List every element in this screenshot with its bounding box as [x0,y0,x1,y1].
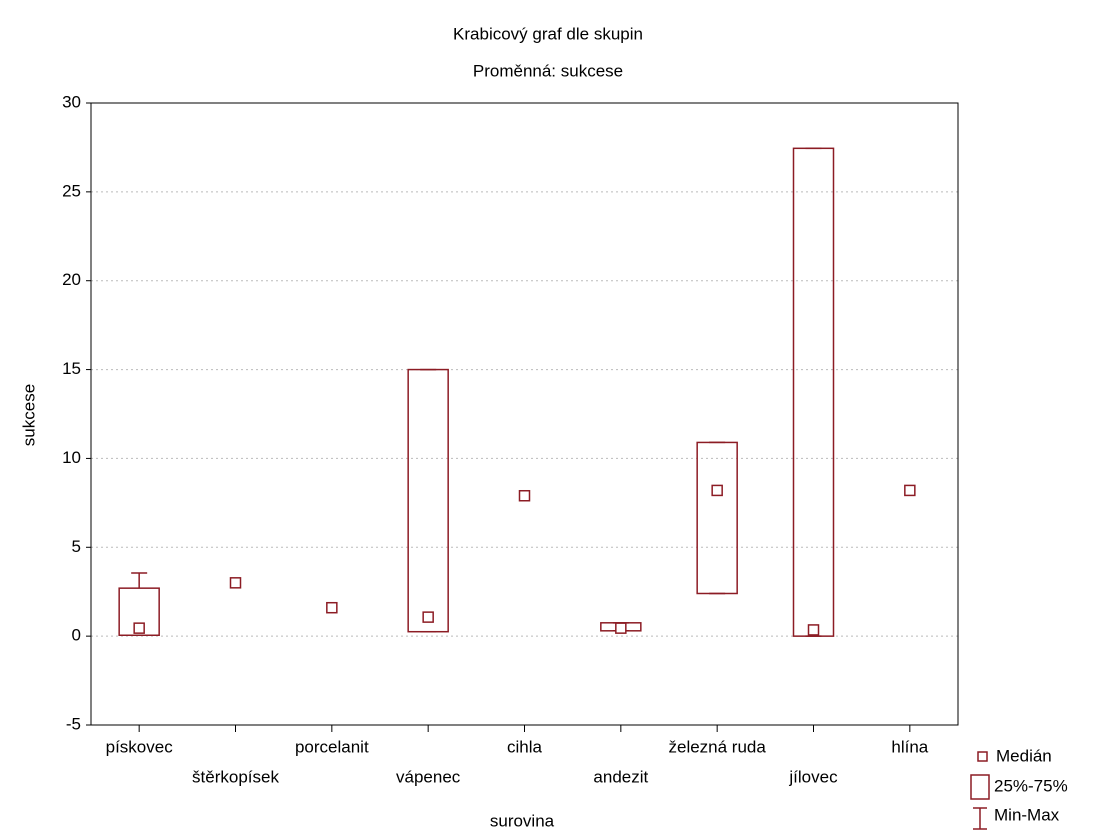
x-tick-label: železná ruda [668,737,766,756]
x-tick-label: jílovec [788,767,838,786]
box [118,587,160,637]
x-tick-label: štěrkopísek [192,767,279,786]
y-axis-title: sukcese [19,384,38,446]
y-tick-label: 20 [62,270,81,289]
y-tick-label: 15 [62,359,81,378]
median-marker [422,611,434,623]
legend-box-icon [970,774,990,800]
median-marker [229,577,242,589]
y-tick-label: 25 [62,181,81,200]
y-tick-label: 5 [72,537,81,556]
box [792,147,835,637]
y-tick-label: 30 [62,92,81,111]
median-marker [518,489,531,502]
median-marker [904,484,916,497]
x-tick-label: hlína [891,737,928,756]
legend-median-icon [977,751,988,762]
x-tick-label: porcelanit [295,737,369,756]
x-tick-label: andezit [593,767,648,786]
y-tick-label: 10 [62,448,81,467]
chart-title: Krabicový graf dle skupin [453,24,643,43]
x-axis-title: surovina [490,811,555,830]
y-tick-label: -5 [66,714,81,733]
median-marker [326,601,338,614]
x-tick-label: vápenec [396,767,461,786]
legend-label: 25%-75% [994,776,1068,795]
median-marker [615,622,627,634]
x-tick-label: cihla [507,737,543,756]
y-tick-label: 0 [72,626,81,645]
legend-label: Min-Max [994,805,1060,824]
box [696,441,738,595]
x-tick-label: pískovec [106,737,174,756]
median-marker [807,624,820,636]
median-marker [133,622,145,634]
box [407,368,449,633]
chart-subtitle: Proměnná: sukcese [473,61,623,80]
legend-label: Medián [996,746,1052,765]
median-marker [711,484,723,497]
